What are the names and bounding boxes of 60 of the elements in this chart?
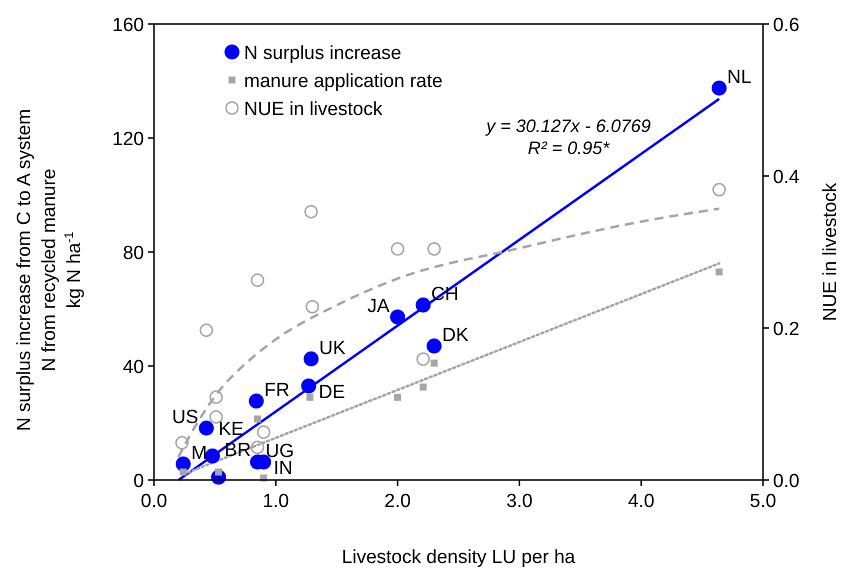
- annotation: R² = 0.95*: [528, 138, 610, 158]
- x-tick-label: 1.0: [262, 491, 290, 512]
- point: [712, 80, 727, 96]
- point: [427, 242, 441, 256]
- point: [215, 468, 222, 476]
- point: [250, 273, 264, 287]
- annotation: BR: [224, 440, 251, 462]
- annotation: DE: [318, 382, 346, 403]
- point: [306, 300, 320, 314]
- x-tick-label: 3.0: [506, 491, 533, 512]
- x-axis-title: Livestock density LU per ha: [342, 547, 576, 568]
- point: [416, 352, 430, 366]
- point: [416, 298, 431, 313]
- point: [175, 436, 189, 450]
- point: [301, 378, 316, 394]
- point: [390, 242, 404, 256]
- legend-label: manure application rate: [244, 71, 443, 92]
- y2-tick-label: 0.2: [773, 319, 800, 340]
- point: [712, 182, 726, 196]
- y-tick-label: 40: [122, 357, 144, 378]
- x-tick-label: 2.0: [384, 491, 411, 512]
- annotation: IN: [274, 458, 293, 480]
- point: [256, 425, 270, 439]
- point: [304, 351, 319, 366]
- y-tick-label: 160: [112, 15, 144, 36]
- y2-tick-label: 0.4: [773, 167, 800, 188]
- point: [248, 394, 264, 409]
- y2-tick-label: 0.6: [773, 15, 800, 36]
- annotation: FR: [264, 380, 290, 402]
- y-tick-label: 0: [133, 471, 144, 492]
- point: [716, 268, 723, 276]
- point: [306, 394, 314, 401]
- legend-label: N surplus increase: [244, 43, 402, 64]
- point: [394, 394, 402, 401]
- annotation: DK: [442, 325, 469, 346]
- point: [420, 384, 427, 391]
- annotation: y = 30.127x - 6.0769: [484, 116, 651, 136]
- annotation: JA: [367, 296, 390, 317]
- x-tick-label: 4.0: [628, 491, 654, 512]
- point: [180, 468, 187, 476]
- point: [390, 309, 406, 324]
- point: [254, 416, 262, 423]
- y-tick-label: 120: [112, 129, 144, 150]
- point: [304, 204, 318, 218]
- x-tick-label: 5.0: [750, 491, 776, 512]
- point: [200, 324, 214, 338]
- annotation: NL: [727, 67, 752, 88]
- point: [430, 360, 438, 367]
- annotation: KE: [218, 419, 244, 440]
- point: [209, 390, 223, 404]
- x-tick-label: 0.0: [140, 491, 168, 512]
- y-tick-label: 80: [122, 243, 144, 264]
- y2-axis-title: NUE in livestock: [820, 182, 841, 322]
- point: [198, 420, 214, 436]
- annotation: UK: [319, 338, 346, 359]
- point: [250, 440, 264, 454]
- point: [426, 338, 442, 354]
- legend-label: NUE in livestock: [244, 99, 383, 120]
- annotation: US: [172, 407, 198, 428]
- y2-tick-label: 0.0: [773, 471, 800, 492]
